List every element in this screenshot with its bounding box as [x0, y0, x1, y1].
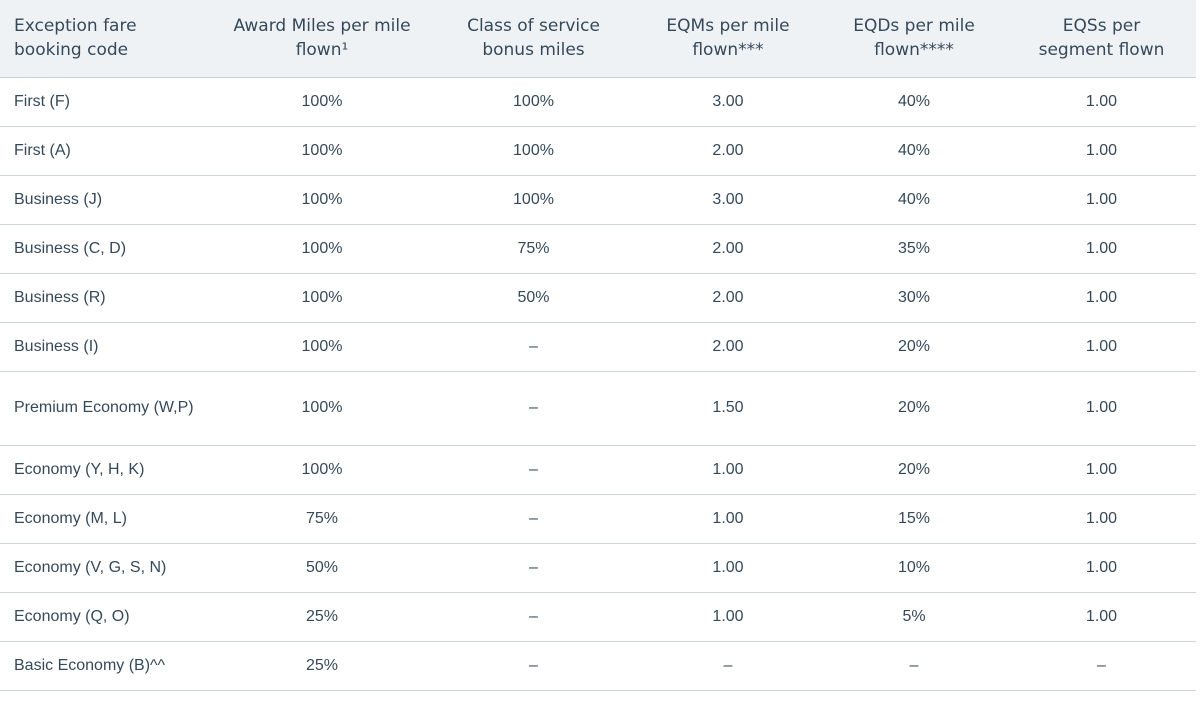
column-header-eqms: EQMs per mile flown*** [635, 0, 821, 78]
column-header-award-miles: Award Miles per mile flown¹ [212, 0, 432, 78]
eqd-cell: 10% [821, 543, 1007, 593]
eqm-cell: 3.00 [635, 77, 821, 127]
eqd-cell: 35% [821, 224, 1007, 274]
eqm-cell: – [635, 641, 821, 691]
award-miles-cell: 100% [212, 224, 432, 274]
column-header-bonus-miles: Class of service bonus miles [432, 0, 635, 78]
eqd-cell: 40% [821, 175, 1007, 225]
booking-code-cell: Economy (V, G, S, N) [0, 543, 212, 593]
eqm-cell: 1.00 [635, 543, 821, 593]
eqd-cell: 20% [821, 322, 1007, 372]
table-row: Business (J) 100% 100% 3.00 40% 1.00 [0, 175, 1196, 225]
booking-code-cell: Business (C, D) [0, 224, 212, 274]
column-header-booking-code: Exception fare booking code [0, 0, 212, 78]
award-miles-cell: 75% [212, 494, 432, 544]
booking-code-cell: Economy (Y, H, K) [0, 445, 212, 495]
bonus-miles-cell: – [432, 322, 635, 372]
table-row: Business (C, D) 100% 75% 2.00 35% 1.00 [0, 224, 1196, 274]
eqm-cell: 2.00 [635, 273, 821, 323]
bonus-miles-cell: – [432, 371, 635, 446]
table-row: Economy (V, G, S, N) 50% – 1.00 10% 1.00 [0, 543, 1196, 593]
award-miles-cell: 100% [212, 77, 432, 127]
booking-code-cell: First (F) [0, 77, 212, 127]
bonus-miles-cell: 75% [432, 224, 635, 274]
eqd-cell: 40% [821, 77, 1007, 127]
eqs-cell: 1.00 [1007, 175, 1196, 225]
fare-earning-table: Exception fare booking code Award Miles … [0, 0, 1196, 691]
table-row: Economy (Y, H, K) 100% – 1.00 20% 1.00 [0, 445, 1196, 495]
table-row: First (A) 100% 100% 2.00 40% 1.00 [0, 126, 1196, 176]
eqd-cell: 30% [821, 273, 1007, 323]
eqd-cell: 40% [821, 126, 1007, 176]
table-row: Business (R) 100% 50% 2.00 30% 1.00 [0, 273, 1196, 323]
bonus-miles-cell: 100% [432, 175, 635, 225]
award-miles-cell: 100% [212, 371, 432, 446]
eqs-cell: 1.00 [1007, 126, 1196, 176]
bonus-miles-cell: – [432, 592, 635, 642]
eqs-cell: 1.00 [1007, 592, 1196, 642]
bonus-miles-cell: 100% [432, 126, 635, 176]
bonus-miles-cell: 100% [432, 77, 635, 127]
bonus-miles-cell: – [432, 641, 635, 691]
eqm-cell: 1.00 [635, 445, 821, 495]
eqs-cell: 1.00 [1007, 224, 1196, 274]
award-miles-cell: 25% [212, 641, 432, 691]
booking-code-cell: Business (I) [0, 322, 212, 372]
eqd-cell: 20% [821, 445, 1007, 495]
eqd-cell: 15% [821, 494, 1007, 544]
eqs-cell: – [1007, 641, 1196, 691]
bonus-miles-cell: 50% [432, 273, 635, 323]
award-miles-cell: 25% [212, 592, 432, 642]
eqs-cell: 1.00 [1007, 445, 1196, 495]
eqs-cell: 1.00 [1007, 273, 1196, 323]
booking-code-cell: Economy (Q, O) [0, 592, 212, 642]
column-header-eqss: EQSs per segment flown [1007, 0, 1196, 78]
bonus-miles-cell: – [432, 494, 635, 544]
booking-code-cell: Premium Economy (W,P) [0, 371, 212, 446]
eqs-cell: 1.00 [1007, 371, 1196, 446]
award-miles-cell: 100% [212, 126, 432, 176]
table-row: First (F) 100% 100% 3.00 40% 1.00 [0, 77, 1196, 127]
award-miles-cell: 100% [212, 175, 432, 225]
eqm-cell: 2.00 [635, 126, 821, 176]
award-miles-cell: 100% [212, 445, 432, 495]
table-header-row: Exception fare booking code Award Miles … [0, 0, 1196, 78]
eqs-cell: 1.00 [1007, 543, 1196, 593]
booking-code-cell: Basic Economy (B)^^ [0, 641, 212, 691]
table-row: Business (I) 100% – 2.00 20% 1.00 [0, 322, 1196, 372]
table-row: Premium Economy (W,P) 100% – 1.50 20% 1.… [0, 371, 1196, 446]
eqs-cell: 1.00 [1007, 77, 1196, 127]
eqm-cell: 2.00 [635, 224, 821, 274]
eqm-cell: 1.50 [635, 371, 821, 446]
eqd-cell: 20% [821, 371, 1007, 446]
award-miles-cell: 50% [212, 543, 432, 593]
booking-code-cell: Business (J) [0, 175, 212, 225]
booking-code-cell: Economy (M, L) [0, 494, 212, 544]
eqm-cell: 3.00 [635, 175, 821, 225]
table-row: Economy (Q, O) 25% – 1.00 5% 1.00 [0, 592, 1196, 642]
booking-code-cell: First (A) [0, 126, 212, 176]
eqm-cell: 1.00 [635, 494, 821, 544]
award-miles-cell: 100% [212, 322, 432, 372]
award-miles-cell: 100% [212, 273, 432, 323]
table-body: First (F) 100% 100% 3.00 40% 1.00 First … [0, 77, 1196, 691]
booking-code-cell: Business (R) [0, 273, 212, 323]
bonus-miles-cell: – [432, 543, 635, 593]
eqm-cell: 1.00 [635, 592, 821, 642]
table-row: Economy (M, L) 75% – 1.00 15% 1.00 [0, 494, 1196, 544]
bonus-miles-cell: – [432, 445, 635, 495]
eqd-cell: 5% [821, 592, 1007, 642]
eqm-cell: 2.00 [635, 322, 821, 372]
column-header-eqds: EQDs per mile flown**** [821, 0, 1007, 78]
table-row: Basic Economy (B)^^ 25% – – – – [0, 641, 1196, 691]
eqd-cell: – [821, 641, 1007, 691]
eqs-cell: 1.00 [1007, 494, 1196, 544]
eqs-cell: 1.00 [1007, 322, 1196, 372]
